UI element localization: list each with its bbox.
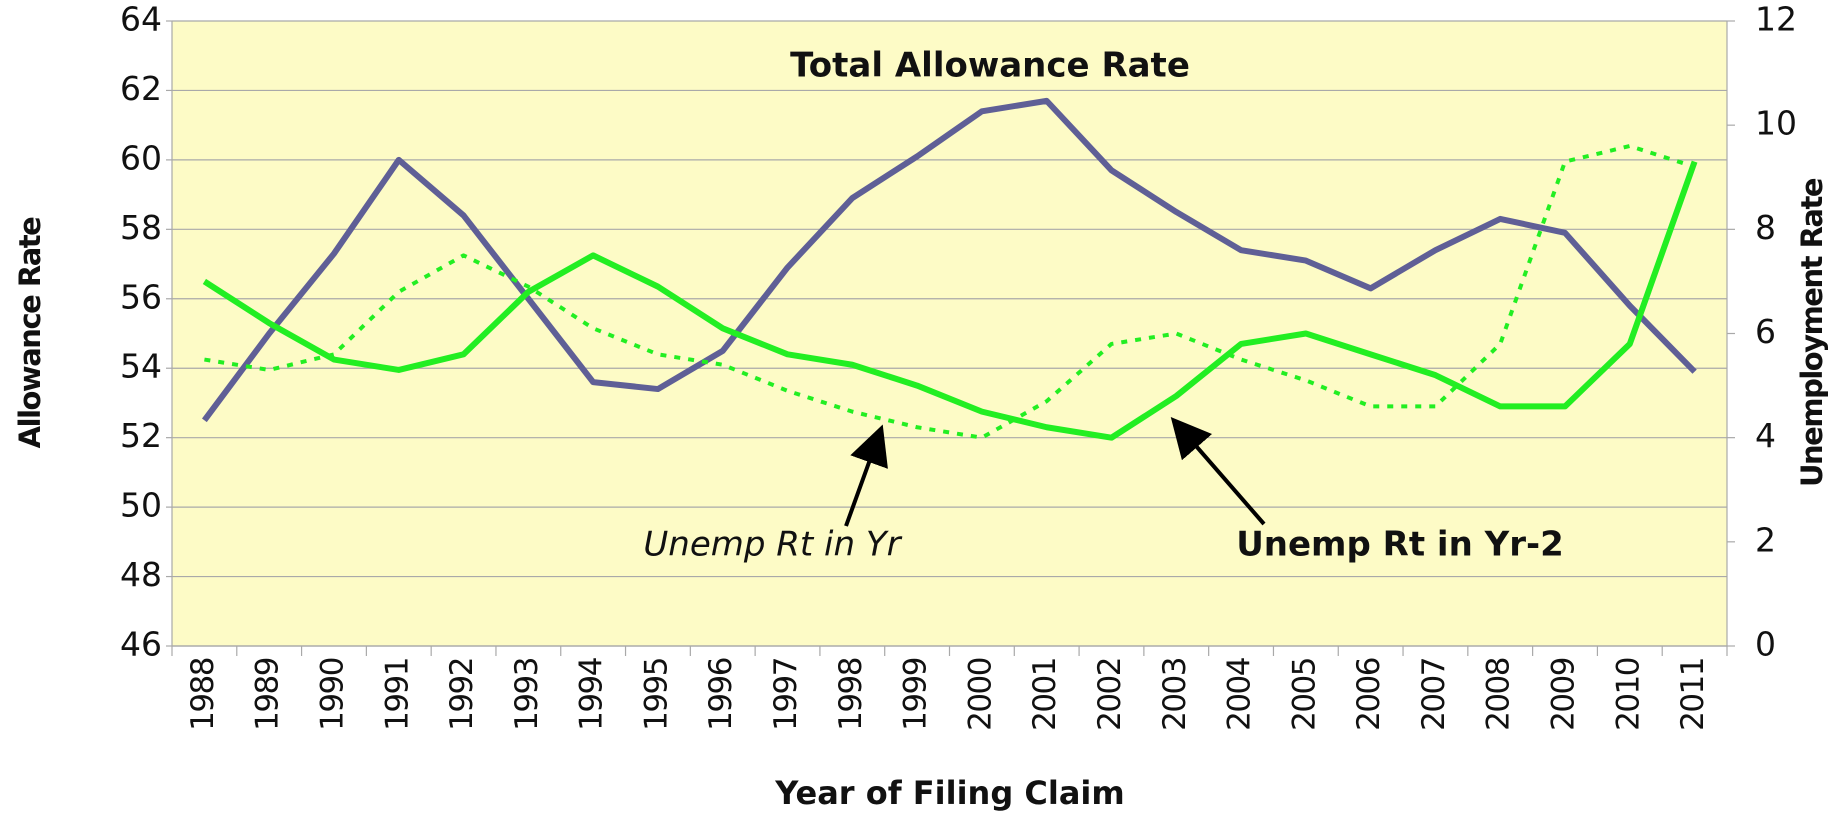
y-tick-label: 64 bbox=[120, 0, 162, 39]
y2-tick-label: 0 bbox=[1755, 625, 1776, 664]
y-tick-label: 58 bbox=[120, 208, 162, 247]
y2-tick-label: 8 bbox=[1755, 208, 1776, 247]
x-tick-label: 1996 bbox=[703, 658, 739, 731]
x-tick-label: 1998 bbox=[833, 658, 869, 731]
y2-axis-title: Unemployment Rate bbox=[1795, 178, 1829, 487]
x-tick-label: 2001 bbox=[1027, 658, 1063, 731]
x-tick-label: 2010 bbox=[1610, 658, 1646, 731]
y2-tick-label: 10 bbox=[1755, 104, 1797, 143]
x-tick-label: 1989 bbox=[250, 658, 286, 731]
annotation: Unemp Rt in Yr bbox=[643, 525, 902, 565]
x-tick-label: 2011 bbox=[1675, 658, 1711, 731]
arrow bbox=[1170, 416, 1266, 526]
y-tick-label: 46 bbox=[120, 625, 162, 664]
y-tick-label: 48 bbox=[120, 555, 162, 594]
y-tick-label: 54 bbox=[120, 347, 162, 386]
y-tick-label: 50 bbox=[120, 486, 162, 525]
x-tick-label: 2000 bbox=[962, 658, 998, 731]
line-series bbox=[202, 160, 1698, 441]
x-tick-label: 1994 bbox=[574, 658, 610, 731]
x-tick-label: 2002 bbox=[1092, 658, 1128, 731]
x-tick-label: 1997 bbox=[768, 658, 804, 731]
x-tick-label: 2004 bbox=[1222, 658, 1258, 731]
x-tick-label: 2008 bbox=[1481, 658, 1517, 731]
x-tick-label: 2006 bbox=[1351, 658, 1387, 731]
x-tick-label: 1988 bbox=[185, 658, 221, 731]
x-tick-label: 1992 bbox=[444, 658, 480, 731]
y-tick-label: 62 bbox=[120, 69, 162, 108]
x-tick-label: 2003 bbox=[1157, 658, 1193, 731]
x-tick-label: 2007 bbox=[1416, 658, 1452, 731]
y-tick-label: 60 bbox=[120, 138, 162, 177]
x-tick-label: 2005 bbox=[1286, 658, 1322, 731]
x-tick-label: 2009 bbox=[1546, 658, 1582, 731]
y-tick-label: 52 bbox=[120, 416, 162, 455]
y2-tick-label: 4 bbox=[1755, 416, 1776, 455]
x-tick-label: 1990 bbox=[314, 658, 350, 731]
y-axis-title: Allowance Rate bbox=[13, 217, 47, 448]
y2-tick-label: 12 bbox=[1755, 0, 1797, 39]
x-axis-title: Year of Filing Claim bbox=[774, 774, 1124, 812]
arrow bbox=[844, 424, 888, 527]
annotation: Total Allowance Rate bbox=[790, 46, 1190, 86]
x-tick-label: 1999 bbox=[898, 658, 934, 731]
y-tick-label: 56 bbox=[120, 277, 162, 316]
x-tick-label: 1995 bbox=[638, 658, 674, 731]
y2-tick-label: 6 bbox=[1755, 312, 1776, 351]
x-tick-label: 1993 bbox=[509, 658, 545, 731]
y2-tick-label: 2 bbox=[1755, 520, 1776, 559]
line-series bbox=[201, 97, 1697, 423]
line-series bbox=[204, 144, 1696, 440]
plot-area bbox=[172, 21, 1727, 646]
x-tick-label: 1991 bbox=[379, 658, 415, 731]
annotation: Unemp Rt in Yr-2 bbox=[1236, 525, 1564, 565]
